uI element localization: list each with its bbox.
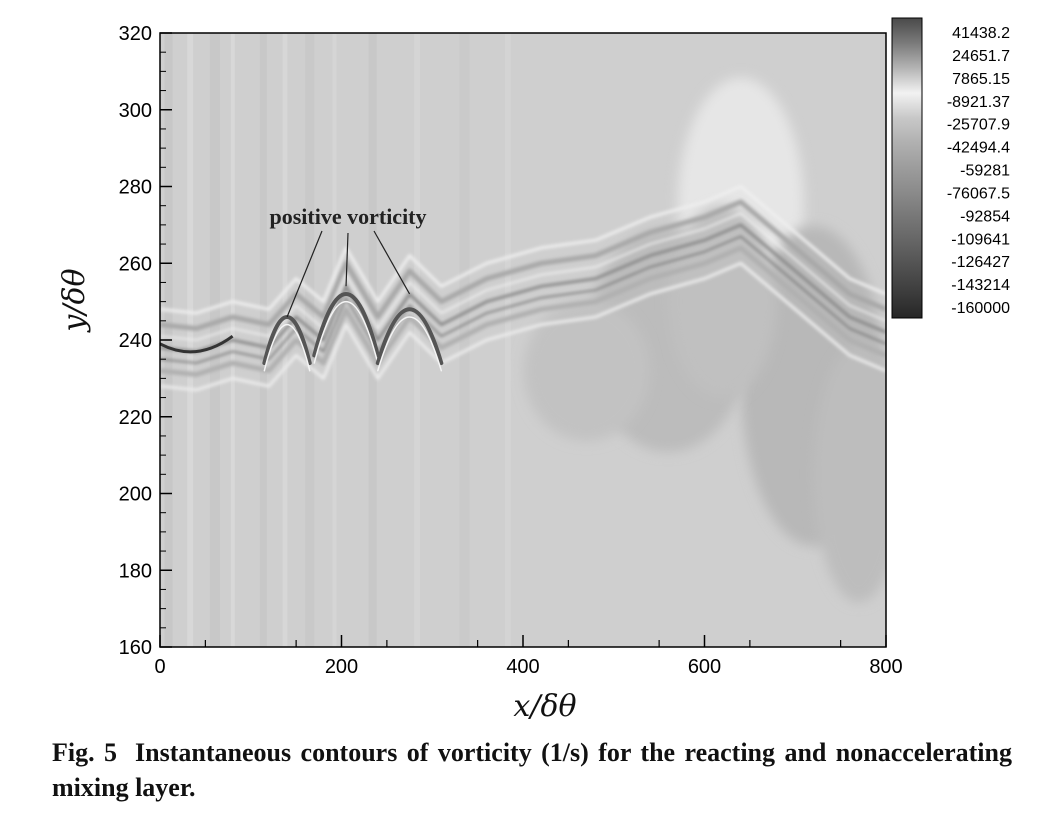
y-tick-label: 260 bbox=[119, 253, 152, 275]
positive-vorticity-roll bbox=[262, 314, 312, 366]
y-tick-label: 240 bbox=[119, 330, 152, 352]
x-tick-label: 600 bbox=[688, 656, 721, 678]
y-axis-label: y/δθ bbox=[57, 268, 92, 333]
colorbar-label: -126427 bbox=[951, 254, 1010, 271]
positive-vorticity-roll bbox=[312, 292, 380, 358]
inlet-shear-layer bbox=[160, 334, 234, 354]
colorbar-label: -143214 bbox=[951, 277, 1010, 294]
y-tick-label: 280 bbox=[119, 177, 152, 199]
colorbar-label: 7865.15 bbox=[952, 71, 1010, 88]
y-tick-label: 220 bbox=[119, 407, 152, 429]
y-tick-label: 300 bbox=[119, 100, 152, 122]
colorbar-label: -76067.5 bbox=[947, 185, 1010, 202]
colorbar-label: -8921.37 bbox=[947, 94, 1010, 111]
colorbar-label: -109641 bbox=[951, 231, 1010, 248]
y-tick-label: 200 bbox=[119, 484, 152, 506]
shear-layer-contour bbox=[160, 199, 886, 331]
annotation-leader-line bbox=[345, 232, 349, 287]
positive-vorticity-roll bbox=[377, 316, 443, 372]
field-stripe bbox=[209, 33, 220, 647]
shear-layer-contour bbox=[160, 235, 886, 364]
field-stripe bbox=[459, 33, 470, 647]
colorbar-gradient bbox=[891, 17, 923, 319]
vortex-structure bbox=[523, 300, 650, 442]
y-tick-label: 180 bbox=[119, 560, 152, 582]
shear-layer-contour bbox=[160, 212, 886, 341]
x-tick-label: 200 bbox=[325, 656, 358, 678]
positive-vorticity-roll bbox=[263, 323, 311, 372]
plot-area bbox=[159, 32, 887, 648]
colorbar: 41438.2 24651.7 7865.15 -8921.37 -25707.9 -42… bbox=[891, 17, 1010, 319]
y-tick-label: 320 bbox=[119, 23, 152, 45]
colorbar-label: -59281 bbox=[960, 163, 1010, 180]
colorbar-label: -25707.9 bbox=[947, 117, 1010, 134]
annotation-text: positive vorticity bbox=[269, 204, 426, 229]
x-tick-label: 400 bbox=[506, 656, 539, 678]
y-tick-label: 160 bbox=[119, 637, 152, 659]
colorbar-label: 41438.2 bbox=[952, 25, 1010, 42]
positive-vorticity-roll bbox=[313, 300, 379, 364]
shear-layer-contour bbox=[160, 185, 886, 315]
x-axis-label: x/δθ bbox=[513, 689, 576, 724]
annotation-positive-vorticity: positive vorticity bbox=[269, 204, 427, 318]
colorbar-label: -160000 bbox=[951, 300, 1010, 317]
field-stripe bbox=[504, 33, 511, 647]
caption-text: Instantaneous contours of vorticity (1/s… bbox=[52, 738, 1012, 802]
vorticity-field bbox=[160, 33, 886, 647]
vortex-structure bbox=[813, 346, 886, 603]
figure-number: Fig. 5 bbox=[52, 738, 118, 767]
colorbar-label: 24651.7 bbox=[952, 48, 1010, 65]
colorbar-label: -42494.4 bbox=[947, 140, 1010, 157]
shear-layer-contour bbox=[160, 245, 886, 377]
positive-vorticity-roll bbox=[375, 307, 444, 366]
x-tick-label: 0 bbox=[154, 656, 165, 678]
axes: 0 200 400 600 800 160 180 200 220 240 260 280 300 320 bbox=[119, 23, 903, 678]
annotation-leader-line bbox=[373, 230, 411, 295]
annotation-leader-line bbox=[286, 230, 323, 318]
figure-caption: Fig. 5 Instantaneous contours of vorticit… bbox=[52, 735, 1012, 805]
field-stripe bbox=[259, 33, 267, 647]
colorbar-label: -92854 bbox=[960, 208, 1010, 225]
x-tick-label: 800 bbox=[869, 656, 902, 678]
